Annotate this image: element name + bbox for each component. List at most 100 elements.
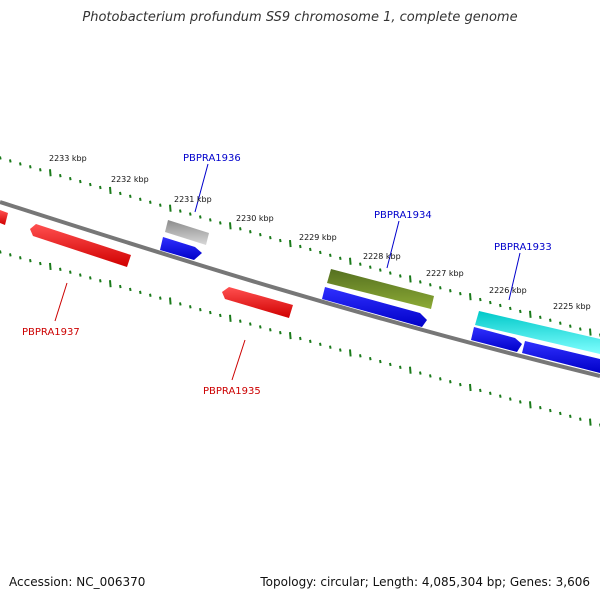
- tick-label: 2233 kbp: [49, 154, 87, 163]
- ruler-major-tick: [49, 262, 52, 271]
- gene-pbpra1934[interactable]: [327, 269, 434, 309]
- gene-blue-1[interactable]: [160, 237, 202, 260]
- ruler-minor-tick: [39, 168, 42, 172]
- gene-blue-3[interactable]: [471, 327, 522, 352]
- ruler-minor-tick: [0, 250, 2, 254]
- ruler-minor-tick: [209, 218, 212, 222]
- tick-label: 2227 kbp: [426, 269, 464, 278]
- ruler-minor-tick: [119, 284, 122, 289]
- ruler-major-tick: [469, 293, 472, 301]
- tick-label: 2231 kbp: [174, 195, 212, 204]
- ruler-minor-tick: [209, 310, 212, 315]
- ruler-minor-tick: [489, 391, 492, 395]
- ruler-minor-tick: [379, 268, 382, 272]
- ruler-minor-tick: [399, 365, 402, 370]
- gene-features: [0, 210, 600, 373]
- gene-red-left-edge[interactable]: [0, 210, 8, 225]
- ruler-minor-tick: [559, 411, 562, 416]
- ruler-minor-tick: [279, 238, 282, 243]
- ruler-minor-tick: [219, 221, 222, 225]
- ruler-minor-tick: [329, 253, 332, 258]
- ruler-minor-tick: [559, 321, 562, 325]
- ruler-minor-tick: [129, 194, 132, 199]
- ruler-major-tick: [109, 280, 112, 288]
- ruler-major-tick: [529, 401, 532, 409]
- ruler-minor-tick: [239, 227, 242, 231]
- ruler-minor-tick: [9, 253, 12, 257]
- ruler-minor-tick: [59, 174, 62, 178]
- label-connectors: [54, 163, 521, 381]
- ruler-minor-tick: [199, 215, 202, 219]
- genome-summary-text: Topology: circular; Length: 4,085,304 bp…: [260, 575, 590, 589]
- ruler-minor-tick: [479, 388, 482, 393]
- ruler-minor-tick: [459, 382, 462, 387]
- ruler-minor-tick: [499, 394, 502, 398]
- gene-label-pbpra1934[interactable]: PBPRA1934: [374, 210, 432, 221]
- ruler-minor-tick: [259, 325, 262, 329]
- ruler-minor-tick: [329, 345, 332, 349]
- gene-label-pbpra1933[interactable]: PBPRA1933: [494, 242, 552, 253]
- ruler-minor-tick: [389, 271, 392, 275]
- ruler-minor-tick: [429, 283, 432, 287]
- accession-text: Accession: NC_006370: [9, 575, 146, 589]
- ruler-minor-tick: [299, 244, 302, 249]
- ruler-minor-tick: [189, 305, 192, 309]
- ruler-major-tick: [289, 239, 292, 248]
- ruler-major-tick: [529, 310, 532, 318]
- ruler-minor-tick: [379, 359, 382, 364]
- ruler-minor-tick: [89, 182, 92, 187]
- ruler-minor-tick: [399, 274, 402, 278]
- ruler-minor-tick: [339, 256, 342, 260]
- ruler-minor-tick: [509, 397, 512, 401]
- ruler-minor-tick: [489, 300, 492, 305]
- ruler-minor-tick: [519, 309, 522, 314]
- ruler-minor-tick: [449, 380, 452, 384]
- ruler-minor-tick: [69, 176, 72, 181]
- ruler-minor-tick: [419, 371, 422, 375]
- ruler-major-tick: [409, 366, 412, 374]
- ruler-minor-tick: [69, 270, 72, 274]
- ruler-major-tick: [589, 328, 592, 336]
- ruler-minor-tick: [99, 279, 102, 283]
- ruler-minor-tick: [269, 235, 272, 240]
- ruler-minor-tick: [219, 313, 222, 318]
- gene-label-pbpra1935[interactable]: PBPRA1935: [203, 386, 261, 397]
- gene-pbpra1936[interactable]: [165, 220, 209, 245]
- ruler-minor-tick: [249, 322, 252, 326]
- ruler-minor-tick: [309, 339, 312, 344]
- ruler-minor-tick: [309, 247, 312, 252]
- ruler-minor-tick: [259, 233, 262, 237]
- gene-pbpra1935[interactable]: [222, 287, 293, 318]
- gene-blue-2[interactable]: [322, 287, 427, 327]
- ruler-minor-tick: [99, 185, 102, 190]
- ruler-major-tick: [49, 169, 52, 177]
- gene-label-pbpra1937[interactable]: PBPRA1937: [22, 327, 80, 338]
- ruler-tick-labels: 2233 kbp 2232 kbp 2231 kbp 2230 kbp 2229…: [49, 154, 591, 311]
- gene-pbpra1937[interactable]: [30, 224, 131, 267]
- ruler-minor-tick: [419, 280, 422, 284]
- ruler-minor-tick: [449, 289, 452, 293]
- ruler-minor-tick: [19, 162, 22, 166]
- ruler-minor-tick: [19, 256, 22, 260]
- ruler-minor-tick: [0, 156, 2, 160]
- ruler-major-tick: [169, 297, 172, 305]
- ruler-minor-tick: [129, 287, 132, 292]
- ruler-minor-tick: [59, 267, 62, 271]
- ruler-minor-tick: [579, 417, 582, 421]
- ruler-minor-tick: [579, 327, 582, 331]
- ruler-minor-tick: [249, 230, 252, 234]
- tick-label: 2232 kbp: [111, 175, 149, 184]
- tick-label: 2225 kbp: [553, 302, 591, 311]
- ruler-minor-tick: [199, 307, 202, 312]
- ruler-minor-tick: [139, 197, 142, 201]
- chromosome-backbone: [0, 200, 600, 378]
- ruler-minor-tick: [389, 362, 392, 367]
- lower-ruler: [0, 250, 600, 427]
- gene-pbpra1933[interactable]: [475, 311, 600, 354]
- gene-label-pbpra1936[interactable]: PBPRA1936: [183, 153, 241, 164]
- ruler-minor-tick: [369, 356, 372, 361]
- ruler-minor-tick: [39, 261, 42, 266]
- ruler-minor-tick: [189, 212, 192, 216]
- gene-blue-4[interactable]: [522, 341, 600, 373]
